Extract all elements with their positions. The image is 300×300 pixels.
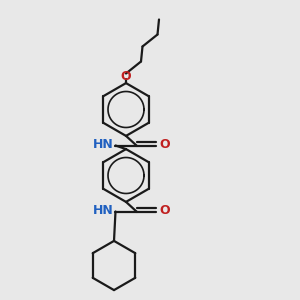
Text: O: O	[159, 138, 169, 151]
Text: HN: HN	[93, 204, 114, 217]
Text: HN: HN	[93, 138, 114, 151]
Text: O: O	[159, 204, 169, 217]
Text: O: O	[121, 70, 131, 83]
